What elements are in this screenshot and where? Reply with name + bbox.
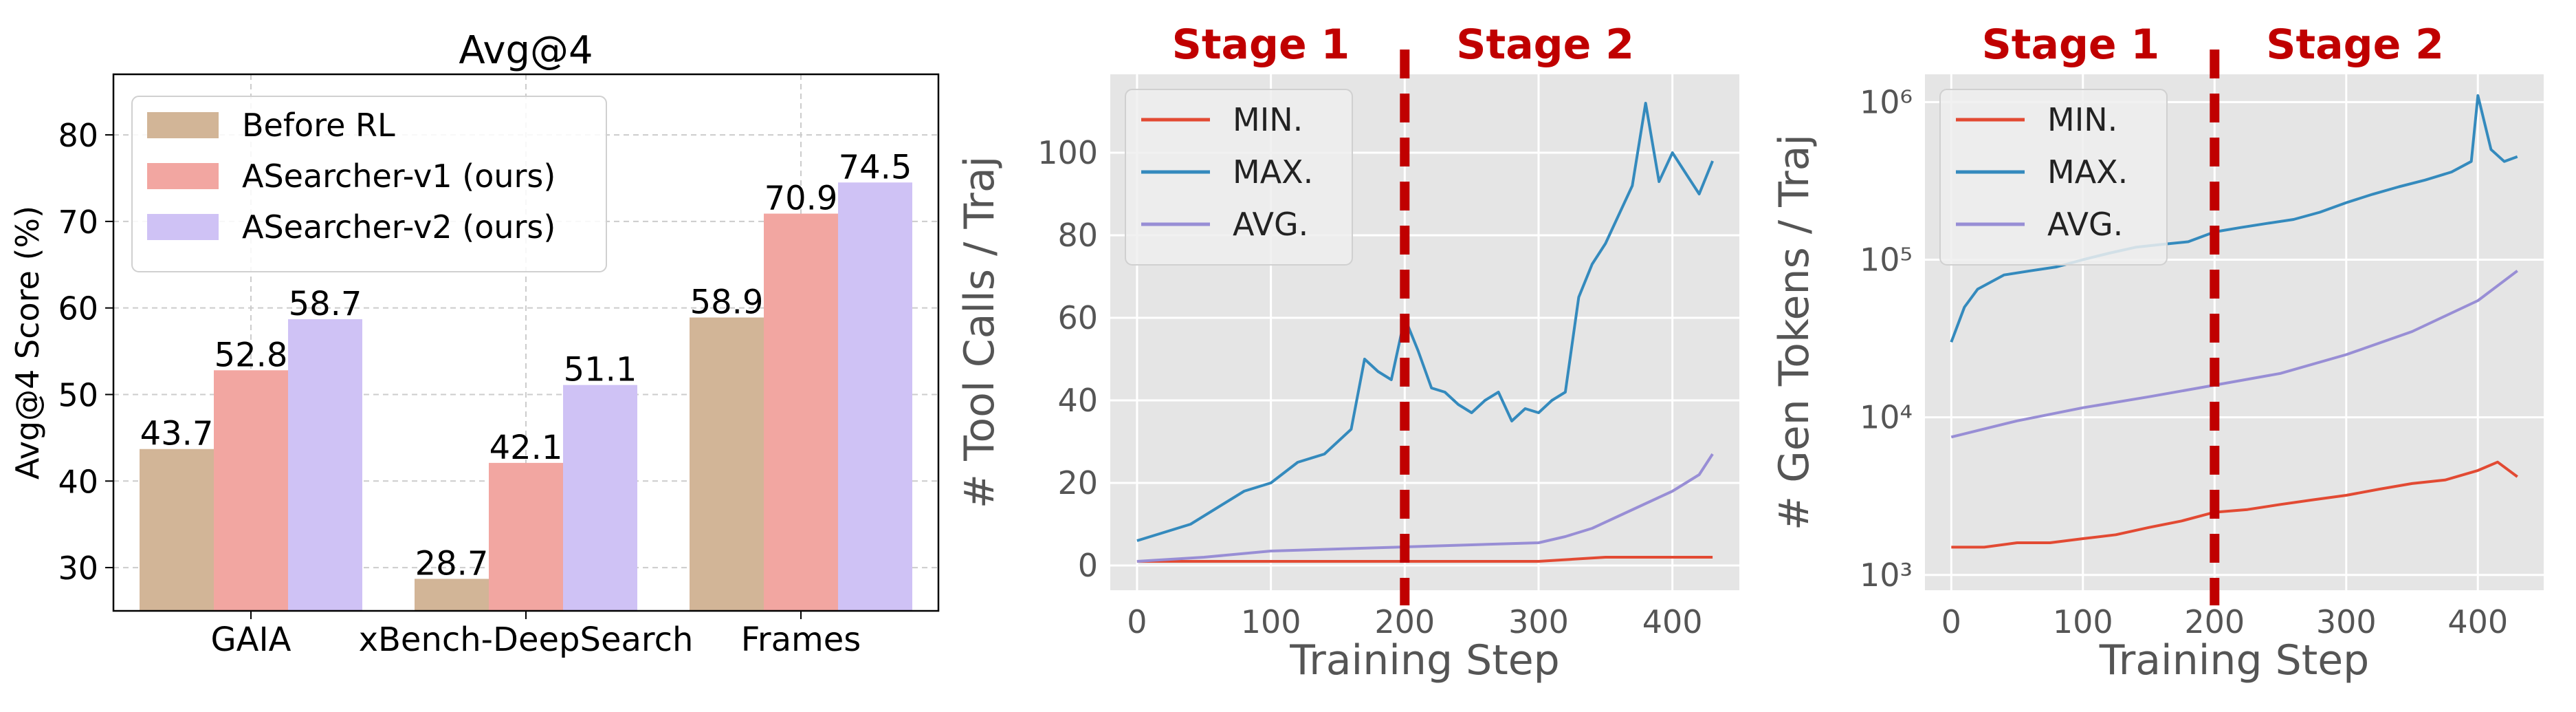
bar-before-rl-xbench-deepsearch — [415, 579, 489, 611]
y-tick-label-3: 10⁶ — [1860, 83, 1913, 120]
y-tick-label-1: 20 — [1057, 464, 1098, 501]
y-axis-label: Avg@4 Score (%) — [9, 206, 46, 479]
legend-swatch-asearcher-v2-ours — [147, 214, 219, 240]
legend-box — [1125, 89, 1353, 266]
bar-label-asearcher-v1-ours-gaia: 52.8 — [214, 336, 288, 374]
bar-label-asearcher-v1-ours-xbench-deepsearch: 42.1 — [489, 429, 563, 467]
x-axis-label: Training Step — [1289, 636, 1559, 684]
legend-box — [131, 96, 607, 272]
series-line-min — [1951, 460, 2518, 549]
legend-swatch-before-rl — [147, 112, 219, 138]
line-chart-gen-tokens: 0 100 200 300 400 10³ 10⁴ 10⁵ 10⁶ Stage 1 Stage 2 T… — [1770, 21, 2544, 684]
x-tick-label-100: 100 — [1241, 603, 1301, 640]
bar-asearcher-v1-ours-frames — [764, 213, 838, 611]
legend-label-min: MIN. — [2047, 101, 2117, 138]
y-tick-label-0: 0 — [1078, 547, 1098, 584]
y-tick-label-40: 40 — [58, 463, 98, 500]
bar-before-rl-frames — [690, 317, 764, 611]
y-tick-label-70: 70 — [58, 204, 98, 241]
y-tick-label-1: 10⁴ — [1860, 399, 1913, 436]
x-tick-label-300: 300 — [1508, 603, 1569, 640]
legend-label-asearcher-v1-ours: ASearcher-v1 (ours) — [242, 158, 555, 195]
y-axis-label: # Tool Calls / Traj — [956, 156, 1004, 509]
legend-label-avg: AVG. — [1233, 206, 1308, 243]
y-tick-label-80: 80 — [58, 117, 98, 154]
bar-label-asearcher-v1-ours-frames: 70.9 — [764, 180, 838, 218]
line-chart-tool-calls: 0 100 200 300 400 0 20 40 60 80 100 Stage 1 Stage 2 T… — [956, 21, 1739, 684]
bar-asearcher-v1-ours-xbench-deepsearch — [489, 462, 563, 611]
legend-label-asearcher-v2-ours: ASearcher-v2 (ours) — [242, 208, 555, 246]
stage-1-label: Stage 1 — [1982, 21, 2160, 69]
bar-label-before-rl-xbench-deepsearch: 28.7 — [415, 544, 489, 583]
bar-asearcher-v2-ours-frames — [838, 182, 912, 611]
x-tick-label-100: 100 — [2053, 603, 2113, 640]
x-tick-label-400: 400 — [1642, 603, 1703, 640]
x-tick-label-frames: Frames — [741, 621, 861, 659]
series-line-avg — [1136, 453, 1714, 563]
bar-asearcher-v2-ours-gaia — [288, 319, 362, 611]
legend: MIN. MAX. AVG. — [1125, 89, 1353, 266]
x-tick-label-0: 0 — [1941, 603, 1961, 640]
legend-label-min: MIN. — [1233, 101, 1303, 138]
y-tick-label-50: 50 — [58, 376, 98, 413]
bar-label-before-rl-frames: 58.9 — [690, 283, 764, 322]
x-tick-label-gaia: GAIA — [210, 621, 291, 659]
stage-2-label: Stage 2 — [1456, 21, 1634, 69]
legend: Before RL ASearcher-v1 (ours) ASearcher-v2… — [131, 96, 607, 272]
chart-title: Avg@4 — [459, 28, 593, 73]
y-tick-label-30: 30 — [58, 550, 98, 587]
bar-label-before-rl-gaia: 43.7 — [140, 415, 214, 453]
bar-asearcher-v2-ours-xbench-deepsearch — [563, 385, 637, 611]
y-tick-label-2: 40 — [1057, 382, 1098, 419]
x-tick-label-xbench-deepsearch: xBench-DeepSearch — [359, 621, 694, 659]
x-tick-label-200: 200 — [2184, 603, 2245, 640]
y-tick-label-3: 60 — [1057, 299, 1098, 336]
legend-swatch-asearcher-v1-ours — [147, 163, 219, 189]
y-tick-label-0: 10³ — [1860, 557, 1913, 594]
legend-label-max: MAX. — [2047, 153, 2128, 191]
x-axis-label: Training Step — [2099, 636, 2369, 684]
x-tick-label-0: 0 — [1127, 603, 1147, 640]
series-line-min — [1136, 556, 1713, 563]
series-line-max — [1950, 94, 2518, 343]
x-tick-label-300: 300 — [2316, 603, 2377, 640]
series-line-max — [1136, 102, 1714, 542]
legend-label-avg: AVG. — [2047, 206, 2123, 243]
bar-label-asearcher-v2-ours-gaia: 58.7 — [289, 285, 362, 323]
x-tick-label-400: 400 — [2447, 603, 2508, 640]
bar-asearcher-v1-ours-gaia — [214, 370, 288, 611]
bar-chart-avg4: 30 40 50 60 70 80 43.7 28.7 58.9 52.8 42.1 70.9 58.7… — [9, 28, 940, 659]
y-tick-label-60: 60 — [58, 290, 98, 327]
y-tick-label-4: 80 — [1057, 217, 1098, 254]
stage-2-label: Stage 2 — [2266, 21, 2444, 69]
stage-1-label: Stage 1 — [1172, 21, 1350, 69]
bar-label-asearcher-v2-ours-frames: 74.5 — [839, 148, 912, 186]
plot-frame — [112, 73, 940, 612]
bar-before-rl-gaia — [140, 449, 214, 611]
bar-label-asearcher-v2-ours-xbench-deepsearch: 51.1 — [564, 351, 637, 389]
y-tick-label-5: 100 — [1037, 134, 1098, 171]
y-axis-label: # Gen Tokens / Traj — [1770, 134, 1818, 530]
legend: MIN. MAX. AVG. — [1939, 89, 2168, 266]
series-line-avg — [1950, 270, 2518, 439]
y-tick-label-2: 10⁵ — [1860, 241, 1913, 278]
legend-label-max: MAX. — [1233, 153, 1313, 191]
x-tick-label-200: 200 — [1374, 603, 1435, 640]
legend-label-before-rl: Before RL — [242, 107, 395, 144]
legend-box — [1939, 89, 2168, 266]
